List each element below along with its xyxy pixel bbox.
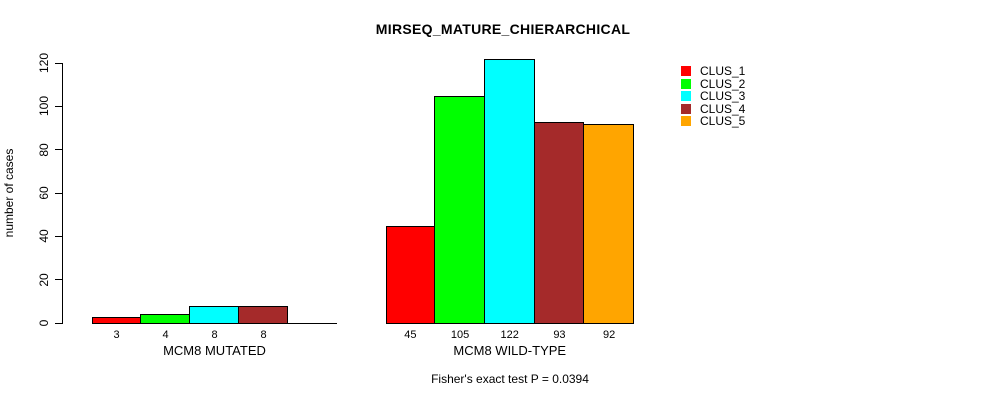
bar-clus-3 bbox=[189, 305, 239, 324]
legend: CLUS_1 CLUS_2 CLUS_3 CLUS_4 CLUS_5 bbox=[681, 64, 746, 129]
bar-clus-2 bbox=[434, 95, 485, 324]
y-axis-tick bbox=[55, 235, 62, 237]
legend-label: CLUS_5 bbox=[700, 114, 746, 129]
legend-label: CLUS_2 bbox=[700, 76, 746, 91]
bar-value-label: 105 bbox=[450, 329, 470, 341]
legend-label: CLUS_3 bbox=[700, 89, 746, 104]
legend-entry: CLUS_3 bbox=[681, 89, 746, 104]
legend-swatch-clus-2 bbox=[681, 78, 691, 89]
legend-entry: CLUS_4 bbox=[681, 101, 746, 116]
legend-entry: CLUS_1 bbox=[681, 64, 746, 78]
y-axis-tick bbox=[55, 279, 62, 281]
y-axis-tick-label: 80 bbox=[37, 142, 51, 157]
fisher-test-caption: Fisher's exact test P = 0.0394 bbox=[431, 372, 589, 386]
y-axis-tick-label: 40 bbox=[37, 229, 51, 244]
bar-value-label: 45 bbox=[404, 329, 417, 341]
legend-swatch-clus-5 bbox=[681, 116, 691, 127]
bar-value-label: 122 bbox=[500, 329, 519, 341]
group-label: MCM8 MUTATED bbox=[163, 343, 266, 358]
legend-label: CLUS_1 bbox=[700, 64, 746, 78]
bar-value-label: 8 bbox=[211, 329, 218, 341]
group-label: MCM8 WILD-TYPE bbox=[453, 343, 567, 358]
y-axis-tick-label: 20 bbox=[37, 272, 51, 287]
legend-swatch-clus-3 bbox=[681, 91, 691, 102]
y-axis-tick-label: 60 bbox=[37, 186, 51, 200]
bar-clus-3 bbox=[483, 58, 535, 324]
y-axis-tick-label: 120 bbox=[37, 52, 51, 74]
legend-entry: CLUS_5 bbox=[681, 114, 746, 129]
bar-value-label: 92 bbox=[603, 329, 616, 341]
bar-value-label: 93 bbox=[553, 329, 566, 341]
legend-swatch-clus-4 bbox=[681, 103, 691, 114]
y-axis-tick bbox=[55, 192, 62, 194]
y-axis-tick bbox=[55, 322, 62, 324]
legend-swatch-clus-1 bbox=[681, 66, 691, 76]
bar-value-label: 4 bbox=[162, 329, 169, 341]
y-axis-tick bbox=[55, 149, 62, 151]
bar-clus-4 bbox=[238, 305, 288, 324]
legend-entry: CLUS_2 bbox=[681, 76, 746, 91]
bar-value-label: 3 bbox=[113, 329, 120, 341]
legend-label: CLUS_4 bbox=[700, 101, 746, 116]
y-axis-tick-label: 100 bbox=[37, 96, 51, 117]
bar-clus-5 bbox=[583, 123, 634, 324]
y-axis-tick-label: 0 bbox=[37, 319, 51, 327]
chart-title: MIRSEQ_MATURE_CHIERARCHICAL bbox=[375, 21, 631, 37]
bar-value-label: 8 bbox=[260, 329, 267, 341]
y-axis-tick bbox=[55, 105, 62, 107]
y-axis-line bbox=[62, 63, 63, 324]
bar-clus-2 bbox=[140, 314, 190, 324]
bar-clus-1 bbox=[385, 225, 436, 324]
bar-clus-4 bbox=[533, 121, 585, 324]
bar-clus-1 bbox=[92, 316, 141, 324]
y-axis-tick bbox=[55, 62, 62, 64]
